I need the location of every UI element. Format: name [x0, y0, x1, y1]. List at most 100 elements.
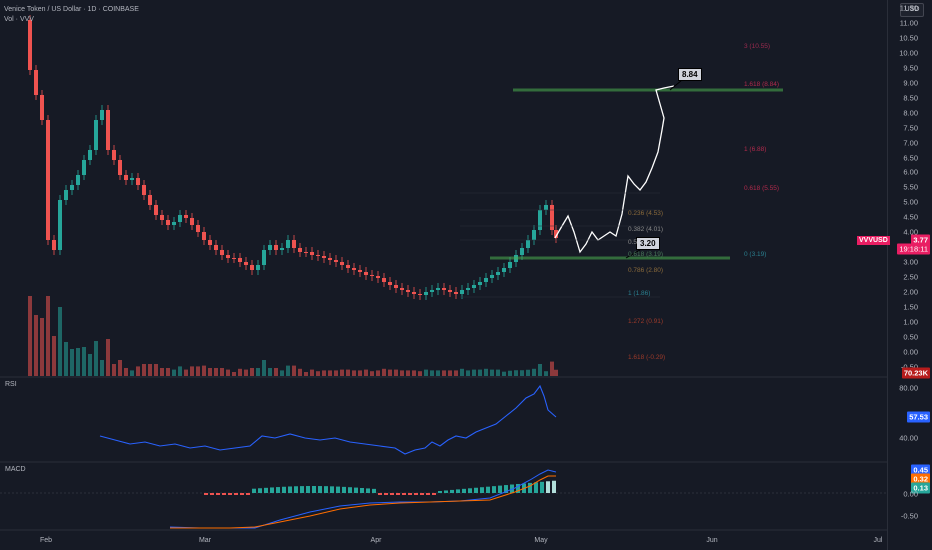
time-label-mar: Mar: [198, 537, 212, 544]
time-label-jun: Jun: [706, 537, 718, 544]
candle-body: [262, 250, 266, 265]
candle-body: [496, 272, 500, 275]
macd-histogram-bar: [252, 488, 256, 493]
candle-body: [268, 245, 272, 250]
price-tick: 2.00: [903, 287, 918, 297]
candle-body: [508, 262, 512, 268]
macd-histogram-bar: [546, 481, 550, 493]
macd-histogram-bar: [258, 488, 262, 493]
candle-body: [256, 265, 260, 270]
volume-bar: [136, 366, 140, 376]
fib-level-label: 0 (3.19): [744, 251, 767, 258]
macd-histogram-bar: [480, 487, 484, 493]
candle-body: [304, 252, 308, 253]
candle-body: [406, 290, 410, 292]
volume-bar: [100, 360, 104, 376]
price-tick: 6.50: [903, 153, 918, 162]
macd-histogram-bar: [528, 482, 532, 493]
candle-body: [442, 288, 446, 290]
macd-histogram-bar: [246, 493, 250, 495]
candle-body: [124, 175, 128, 180]
candle-body: [520, 248, 524, 255]
signal-line: [170, 475, 556, 529]
price-tick: 3.00: [903, 257, 918, 267]
macd-histogram-bar: [468, 488, 472, 493]
volume-bar: [388, 369, 392, 376]
volume-bar: [262, 360, 266, 376]
candle-body: [550, 205, 554, 230]
volume-bar: [250, 368, 254, 376]
volume-bar: [298, 368, 302, 376]
macd-histogram-bar: [438, 491, 442, 493]
volume-bar: [484, 368, 488, 376]
currency-button[interactable]: USD: [900, 3, 924, 17]
volume-bar: [124, 368, 128, 376]
volume-bar: [190, 366, 194, 376]
candle-body: [238, 258, 242, 262]
macd-histogram-bar: [540, 481, 544, 493]
time-label-may: May: [534, 537, 548, 544]
candle-body: [184, 215, 188, 218]
candle-body: [310, 252, 314, 255]
support-price-callout[interactable]: 3.20: [636, 237, 660, 250]
candle-body: [70, 185, 74, 190]
volume-bar: [442, 370, 446, 376]
volume-bar: [94, 341, 98, 376]
volume-bar: [508, 370, 512, 376]
macd-histogram-bar: [300, 486, 304, 493]
volume-bar: [172, 369, 176, 376]
macd-histogram-bar: [384, 493, 388, 495]
price-tick: 10.50: [899, 33, 918, 43]
volume-bar: [424, 369, 428, 376]
macd-histogram-bar: [390, 493, 394, 495]
rsi-pane-label[interactable]: RSI: [5, 381, 17, 388]
volume-bar: [472, 369, 476, 376]
price-tick: -0.50: [901, 362, 918, 371]
volume-bar: [310, 369, 314, 376]
volume-bar: [154, 364, 158, 376]
volume-bar: [346, 369, 350, 376]
price-axis[interactable]: USD: [887, 0, 932, 550]
signal-value-badge: 0.32: [911, 473, 930, 485]
projection-path: [554, 85, 675, 254]
volume-bar: [334, 370, 338, 376]
candle-body: [454, 292, 458, 294]
volume-bar: [316, 371, 320, 376]
candle-body: [526, 240, 530, 248]
fib-level-label: 1.618 (-0.29): [628, 354, 666, 361]
price-tick: 0.00: [903, 347, 918, 357]
histogram-value-badge: 0.13: [911, 482, 930, 494]
macd-histogram-bar: [396, 493, 400, 495]
price-tick: 0.50: [903, 332, 918, 342]
volume-bar: [514, 370, 518, 376]
candle-body: [298, 248, 302, 252]
macd-pane-label[interactable]: MACD: [5, 466, 26, 473]
rsi-tick-40: 40.00: [899, 433, 918, 443]
volume-bar: [148, 364, 152, 376]
candle-body: [88, 150, 92, 160]
fib-level-label: 0.618 (3.19): [628, 251, 664, 258]
volume-bar: [418, 371, 422, 376]
candle-body: [214, 245, 218, 250]
candle-body: [28, 20, 32, 70]
volume-indicator-label[interactable]: Vol · VVV: [4, 16, 34, 23]
target-price-callout[interactable]: 8.84: [678, 68, 702, 81]
volume-bar: [82, 347, 86, 376]
candle-body: [148, 195, 152, 205]
volume-bar: [34, 315, 38, 376]
macd-histogram-bar: [276, 487, 280, 493]
volume-bar: [244, 369, 248, 376]
candle-body: [358, 270, 362, 272]
macd-histogram-bar: [414, 493, 418, 495]
candle-body: [250, 265, 254, 270]
macd-histogram-bar: [486, 486, 490, 493]
macd-histogram-bar: [498, 485, 502, 493]
macd-histogram-bar: [420, 493, 424, 495]
volume-bar: [58, 307, 62, 376]
price-tick: 1.50: [903, 302, 918, 312]
rsi-line: [99, 384, 557, 455]
symbol-title[interactable]: Venice Token / US Dollar · 1D · COINBASE: [4, 6, 139, 13]
volume-bar: [430, 370, 434, 376]
volume-bar: [196, 366, 200, 376]
